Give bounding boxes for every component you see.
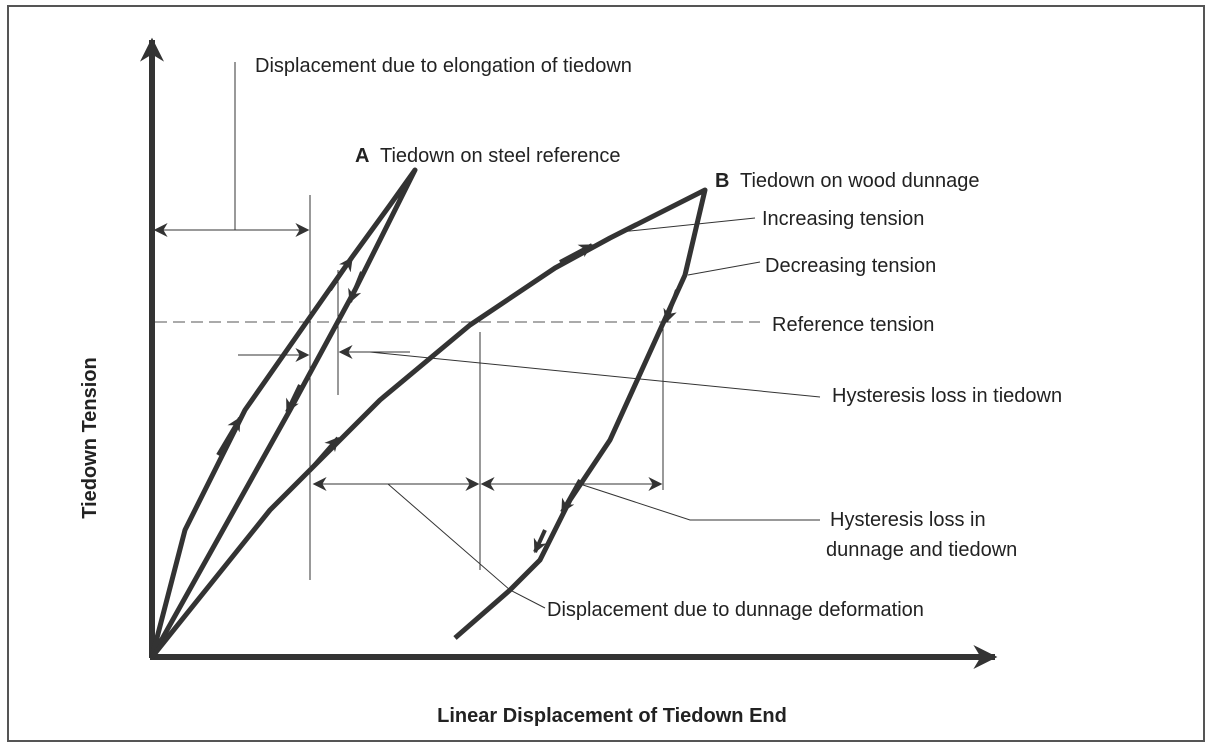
label: Decreasing tension — [765, 255, 936, 277]
label: Displacement due to dunnage deformation — [547, 599, 924, 621]
direction-arrows — [216, 243, 679, 554]
y-axis-label: Tiedown Tension — [79, 357, 101, 518]
label: dunnage and tiedown — [826, 539, 1017, 561]
frame — [7, 5, 1205, 742]
label: Hysteresis loss in tiedown — [832, 385, 1062, 407]
label: Tiedown on steel reference — [380, 145, 621, 167]
curve-letter: A — [355, 145, 369, 167]
curve-a — [149, 167, 418, 659]
guide-lines — [234, 62, 821, 609]
curve-letter: B — [715, 170, 729, 192]
label: Reference tension — [772, 314, 934, 336]
x-axis-label: Linear Displacement of Tiedown End — [437, 705, 787, 727]
label: Tiedown on wood dunnage — [740, 170, 979, 192]
label: Hysteresis loss in — [830, 509, 986, 531]
label: Displacement due to elongation of tiedow… — [255, 55, 632, 77]
label: Increasing tension — [762, 208, 924, 230]
dimension-arrows — [153, 223, 663, 491]
